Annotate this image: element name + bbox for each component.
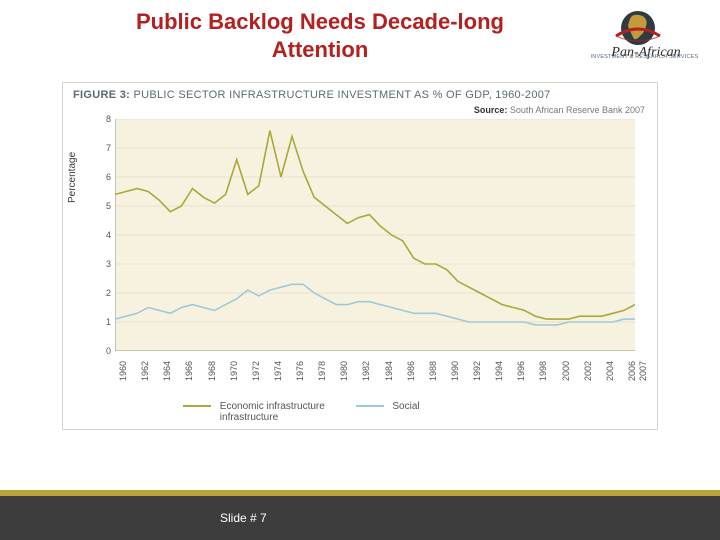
chart-plot bbox=[115, 119, 635, 351]
x-tick: 1996 bbox=[516, 361, 526, 381]
slide-title: Public Backlog Needs Decade-long Attenti… bbox=[120, 8, 520, 63]
figure-panel: FIGURE 3: PUBLIC SECTOR INFRASTRUCTURE I… bbox=[62, 82, 658, 430]
legend-item-social: Social bbox=[356, 401, 420, 412]
brand-caption: INVESTMENT & RESEARCH SERVICES bbox=[587, 54, 702, 60]
y-tick: 3 bbox=[106, 259, 111, 269]
figure-title: FIGURE 3: PUBLIC SECTOR INFRASTRUCTURE I… bbox=[73, 89, 551, 101]
x-tick: 1986 bbox=[406, 361, 416, 381]
x-tick: 1994 bbox=[494, 361, 504, 381]
x-tick: 1974 bbox=[273, 361, 283, 381]
x-tick: 1964 bbox=[162, 361, 172, 381]
x-tick: 1984 bbox=[384, 361, 394, 381]
figure-lead: FIGURE 3: bbox=[73, 89, 130, 101]
x-tick: 2007 bbox=[638, 361, 648, 381]
x-tick: 1998 bbox=[538, 361, 548, 381]
x-tick: 2006 bbox=[627, 361, 637, 381]
slide-number: Slide # 7 bbox=[220, 511, 267, 525]
x-tick: 1976 bbox=[295, 361, 305, 381]
y-tick: 6 bbox=[106, 172, 111, 182]
legend-label-economic: Economic infrastructureinfrastructure bbox=[220, 401, 325, 423]
x-tick: 1970 bbox=[229, 361, 239, 381]
figure-source: Source: South African Reserve Bank 2007 bbox=[474, 105, 645, 115]
y-axis-label: Percentage bbox=[67, 152, 78, 203]
figure-title-text: PUBLIC SECTOR INFRASTRUCTURE INVESTMENT … bbox=[133, 89, 550, 101]
legend-swatch-social bbox=[356, 405, 384, 407]
legend-label-social: Social bbox=[392, 401, 419, 412]
footer: Slide # 7 bbox=[0, 490, 720, 540]
legend: Economic infrastructureinfrastructure So… bbox=[183, 401, 603, 423]
y-tick: 0 bbox=[106, 346, 111, 356]
x-tick: 1980 bbox=[339, 361, 349, 381]
x-tick: 1982 bbox=[361, 361, 371, 381]
x-tick: 1990 bbox=[450, 361, 460, 381]
x-ticks: 1960 1962 1964 1966 1968 1970 1972 1974 1976 1978… bbox=[115, 353, 635, 393]
x-tick: 2002 bbox=[583, 361, 593, 381]
x-tick: 1992 bbox=[472, 361, 482, 381]
y-ticks: 012345678 bbox=[97, 119, 111, 351]
x-tick: 2004 bbox=[605, 361, 615, 381]
x-tick: 1972 bbox=[251, 361, 261, 381]
x-tick: 2000 bbox=[561, 361, 571, 381]
source-text: South African Reserve Bank 2007 bbox=[510, 105, 645, 115]
x-tick: 1966 bbox=[184, 361, 194, 381]
legend-swatch-economic bbox=[183, 405, 211, 407]
y-tick: 8 bbox=[106, 114, 111, 124]
x-tick: 1960 bbox=[118, 361, 128, 381]
y-tick: 7 bbox=[106, 143, 111, 153]
y-tick: 2 bbox=[106, 288, 111, 298]
y-tick: 4 bbox=[106, 230, 111, 240]
y-tick: 5 bbox=[106, 201, 111, 211]
x-tick: 1962 bbox=[140, 361, 150, 381]
source-lead: Source: bbox=[474, 105, 508, 115]
legend-item-economic: Economic infrastructureinfrastructure bbox=[183, 401, 325, 423]
slide: Public Backlog Needs Decade-long Attenti… bbox=[0, 0, 720, 540]
x-tick: 1988 bbox=[428, 361, 438, 381]
x-tick: 1978 bbox=[317, 361, 327, 381]
y-tick: 1 bbox=[106, 317, 111, 327]
footer-bar: Slide # 7 bbox=[0, 496, 720, 540]
x-tick: 1968 bbox=[207, 361, 217, 381]
